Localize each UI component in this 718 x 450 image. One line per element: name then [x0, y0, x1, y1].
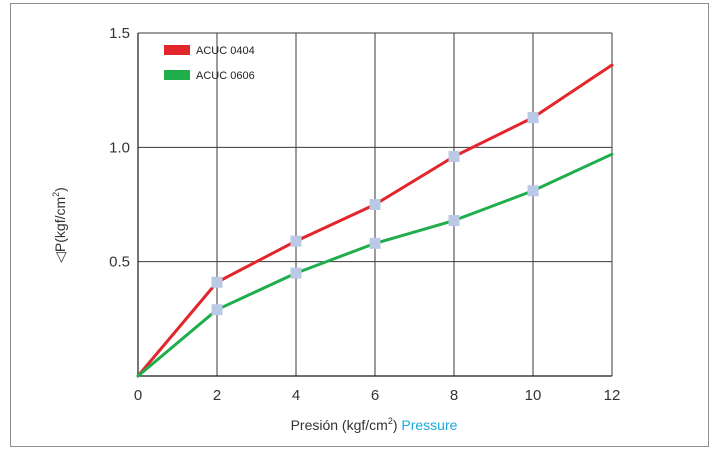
marker-acuc-0404-8 [448, 150, 460, 162]
y-tick-labels: 0.5 1.0 1.5 [109, 25, 130, 271]
marker-acuc-0606-4 [290, 267, 302, 279]
x-tick-label-10: 10 [525, 387, 542, 404]
x-axis-label-main: Presión (kgf/cm [291, 417, 388, 433]
y-tick-label-0-5: 0.5 [109, 254, 130, 271]
marker-acuc-0404-2 [211, 276, 223, 288]
x-axis-label-pressure: Pressure [401, 417, 457, 433]
marker-acuc-0606-8 [448, 215, 460, 227]
marker-acuc-0606-2 [211, 304, 223, 316]
marker-acuc-0404-10 [527, 112, 539, 124]
y-axis-label: ◁P(kgf/cm2) [51, 187, 68, 263]
marker-acuc-0606-6 [369, 237, 381, 249]
y-axis-label-sup: 2 [51, 192, 61, 197]
marker-acuc-0404-4 [290, 235, 302, 247]
x-tick-labels: 0 2 4 6 8 10 12 [134, 387, 621, 404]
x-tick-label-8: 8 [450, 387, 458, 404]
y-tick-label-1: 1.0 [109, 139, 130, 156]
x-tick-label-2: 2 [213, 387, 221, 404]
legend: ACUC 0404 ACUC 0606 [164, 45, 255, 82]
marker-acuc-0606-10 [527, 185, 539, 197]
grid [138, 32, 613, 376]
x-tick-label-6: 6 [371, 387, 379, 404]
y-axis-label-close: ) [52, 187, 68, 192]
legend-label-acuc-0404: ACUC 0404 [196, 45, 255, 57]
x-axis-label-close: ) [393, 417, 398, 433]
x-axis-label: Presión (kgf/cm2) Pressure [291, 416, 458, 433]
x-tick-label-12: 12 [604, 387, 621, 404]
y-axis-label-main: ◁P(kgf/cm [52, 197, 68, 263]
axes [137, 33, 612, 377]
y-tick-label-1-5: 1.5 [109, 25, 130, 42]
marker-acuc-0404-6 [369, 199, 381, 210]
markers [211, 112, 539, 316]
legend-swatch-acuc-0606 [164, 70, 190, 80]
x-axis-label-sup: 2 [388, 416, 393, 426]
x-tick-label-0: 0 [134, 387, 142, 404]
x-tick-label-4: 4 [292, 387, 300, 404]
legend-swatch-acuc-0404 [164, 45, 190, 55]
legend-label-acuc-0606: ACUC 0606 [196, 70, 255, 82]
